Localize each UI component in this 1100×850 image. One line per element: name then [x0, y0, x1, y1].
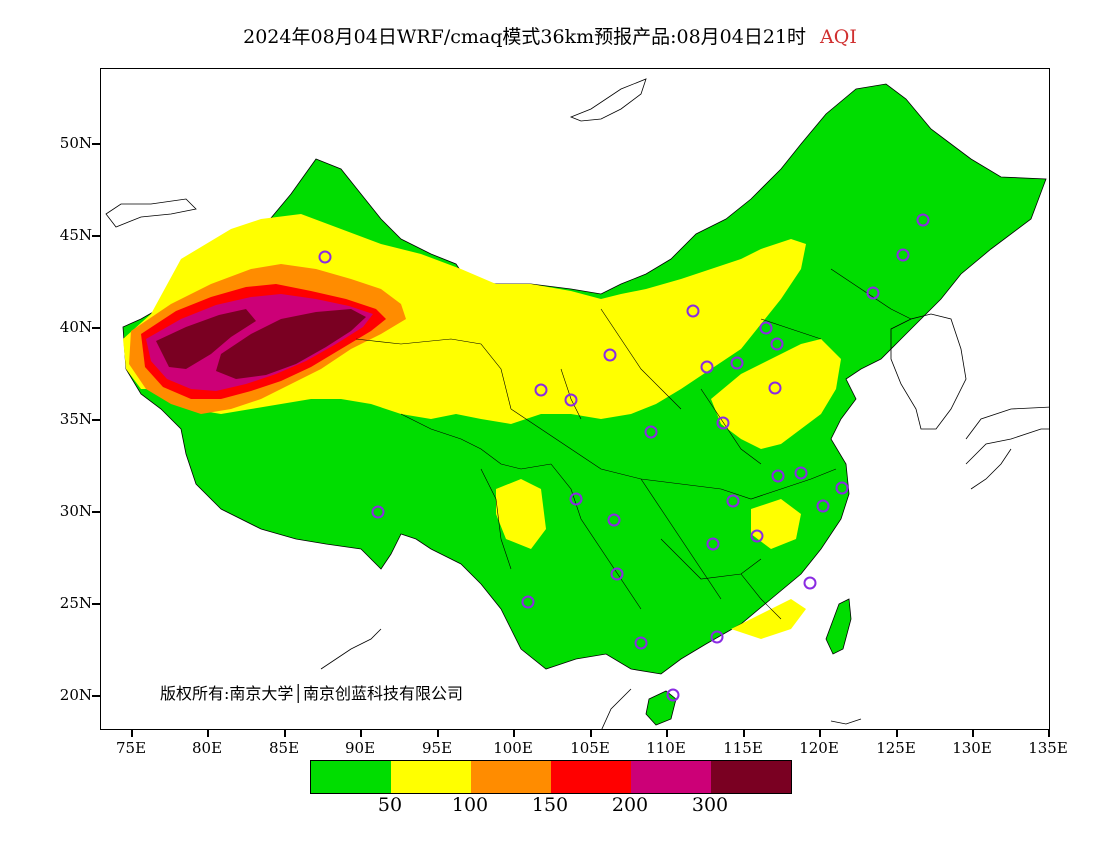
lon-tick: [131, 730, 133, 737]
lat-label: 20N: [59, 686, 92, 704]
city-marker: [603, 348, 617, 362]
colorbar-segment: [631, 761, 711, 793]
lon-tick: [1048, 730, 1050, 737]
map-frame[interactable]: [100, 68, 1050, 730]
colorbar-segment: [471, 761, 551, 793]
lon-label: 85E: [268, 739, 300, 757]
lon-tick: [590, 730, 592, 737]
city-marker: [607, 513, 621, 527]
lon-label: 80E: [191, 739, 223, 757]
colorbar-label: 100: [451, 794, 489, 816]
lon-tick: [896, 730, 898, 737]
city-marker: [794, 466, 808, 480]
yellow-patch-south: [751, 499, 801, 549]
lon-tick: [666, 730, 668, 737]
lat-label: 50N: [59, 134, 92, 152]
city-marker: [706, 537, 720, 551]
lon-label: 105E: [570, 739, 610, 757]
city-marker: [816, 499, 830, 513]
lon-label: 130E: [952, 739, 992, 757]
colorbar-segment: [551, 761, 631, 793]
variable-label: AQI: [820, 26, 857, 48]
lat-label: 30N: [59, 502, 92, 520]
title-text: 2024年08月04日WRF/cmaq模式36km预报产品:08月04日21时: [243, 26, 807, 48]
city-marker: [644, 425, 658, 439]
lat-tick: [92, 511, 100, 513]
city-marker: [770, 337, 784, 351]
lat-label: 40N: [59, 318, 92, 336]
lat-tick: [92, 143, 100, 145]
lon-tick: [284, 730, 286, 737]
maroon-region: [156, 309, 256, 369]
colorbar-label: 50: [377, 794, 403, 816]
taiwan-island: [825, 598, 852, 655]
lat-tick: [92, 419, 100, 421]
copyright-text: 版权所有:南京大学│南京创蓝科技有限公司: [160, 684, 464, 703]
lon-label: 115E: [723, 739, 763, 757]
lon-label: 135E: [1028, 739, 1068, 757]
yellow-patch-coast: [731, 599, 806, 639]
city-marker: [634, 636, 648, 650]
lon-label: 100E: [493, 739, 533, 757]
city-marker: [759, 321, 773, 335]
city-marker: [716, 416, 730, 430]
colorbar-segment: [711, 761, 791, 793]
colorbar: [310, 760, 792, 794]
lat-label: 35N: [59, 410, 92, 428]
city-marker: [726, 494, 740, 508]
province-borders: [355, 268, 912, 620]
map-title: 2024年08月04日WRF/cmaq模式36km预报产品:08月04日21时 A…: [0, 22, 1100, 49]
city-marker: [730, 356, 744, 370]
lat-tick: [92, 327, 100, 329]
city-marker: [610, 567, 624, 581]
lon-tick: [743, 730, 745, 737]
colorbar-label: 150: [531, 794, 569, 816]
city-marker: [771, 469, 785, 483]
lat-tick: [92, 235, 100, 237]
aqi-map: [105, 78, 1049, 729]
city-marker: [803, 576, 817, 590]
lon-tick: [819, 730, 821, 737]
lat-tick: [92, 603, 100, 605]
lon-label: 75E: [115, 739, 147, 757]
colorbar-label: 300: [691, 794, 729, 816]
lon-label: 95E: [421, 739, 453, 757]
city-marker: [896, 248, 910, 262]
city-marker: [534, 383, 548, 397]
lon-label: 90E: [344, 739, 376, 757]
city-marker: [768, 381, 782, 395]
colorbar-segment: [391, 761, 471, 793]
lon-label: 110E: [646, 739, 686, 757]
lon-tick: [972, 730, 974, 737]
city-marker: [318, 250, 332, 264]
maroon-region-east: [216, 309, 366, 379]
yellow-patch-southwest: [496, 479, 546, 549]
lon-label: 120E: [799, 739, 839, 757]
city-marker: [835, 481, 849, 495]
lon-tick: [513, 730, 515, 737]
lon-tick: [360, 730, 362, 737]
city-marker: [750, 529, 764, 543]
city-marker: [686, 304, 700, 318]
city-marker: [564, 393, 578, 407]
city-marker: [666, 688, 680, 702]
city-marker: [916, 213, 930, 227]
coastlines: [105, 78, 1049, 729]
lat-tick: [92, 695, 100, 697]
lon-tick: [207, 730, 209, 737]
lat-label: 25N: [59, 594, 92, 612]
colorbar-segment: [311, 761, 391, 793]
city-marker: [700, 360, 714, 374]
city-marker: [371, 505, 385, 519]
lon-tick: [437, 730, 439, 737]
city-marker: [521, 595, 535, 609]
city-marker: [569, 492, 583, 506]
lat-label: 45N: [59, 226, 92, 244]
city-marker: [710, 630, 724, 644]
lon-label: 125E: [876, 739, 916, 757]
city-marker: [866, 286, 880, 300]
colorbar-label: 200: [611, 794, 649, 816]
